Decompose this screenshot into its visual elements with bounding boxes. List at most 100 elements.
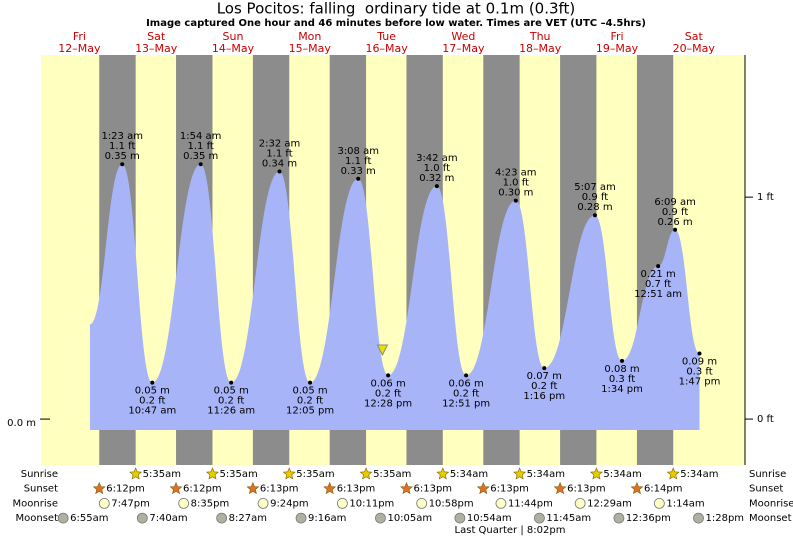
row-label: Moonrise bbox=[13, 498, 58, 509]
day-weekday: Wed bbox=[451, 30, 475, 43]
row-time: 5:34am bbox=[680, 469, 718, 480]
row-time: 6:13pm bbox=[490, 484, 529, 495]
moon-icon bbox=[295, 512, 307, 524]
moon-icon bbox=[416, 497, 428, 509]
tide-point bbox=[120, 162, 125, 167]
row-time: 6:13pm bbox=[260, 484, 299, 495]
tide-point bbox=[277, 169, 282, 174]
tide-point bbox=[150, 380, 155, 385]
sun-icon bbox=[246, 481, 260, 495]
row-time: 5:35am bbox=[373, 469, 411, 480]
tide-point bbox=[513, 198, 518, 203]
tide-label: 1.1 ft bbox=[188, 141, 214, 152]
moon-icon bbox=[98, 497, 110, 509]
y2-tick-label: 1 ft bbox=[757, 192, 774, 203]
row-time: 8:35pm bbox=[191, 498, 230, 509]
tide-label: 0.33 m bbox=[341, 166, 376, 177]
moon-icon bbox=[574, 497, 586, 509]
tide-label: 0.09 m bbox=[682, 357, 717, 368]
sun-icon bbox=[666, 467, 680, 480]
y-tick-label: 0.0 m bbox=[7, 418, 36, 429]
row-time: 6:13pm bbox=[337, 484, 376, 495]
tide-label: 1:47 pm bbox=[679, 377, 721, 388]
row-time: 12:29am bbox=[587, 498, 632, 509]
row-time: 5:34am bbox=[450, 469, 488, 480]
sun-icon bbox=[169, 481, 183, 495]
day-date: 19–May bbox=[596, 42, 639, 55]
day-weekday: Sun bbox=[223, 30, 244, 43]
day-weekday: Sat bbox=[147, 30, 166, 43]
tide-label: 1.0 ft bbox=[503, 178, 529, 189]
row-time: 8:27am bbox=[229, 513, 267, 524]
tide-label: 0.05 m bbox=[214, 386, 249, 397]
tide-point bbox=[697, 351, 702, 356]
tide-label: 0.7 ft bbox=[645, 279, 671, 290]
day-date: 16–May bbox=[365, 42, 408, 55]
row-time: 6:12pm bbox=[106, 484, 145, 495]
tide-label: 0.2 ft bbox=[453, 388, 479, 399]
tide-label: 0.2 ft bbox=[297, 396, 323, 407]
day-date: 17–May bbox=[442, 42, 485, 55]
day-date: 18–May bbox=[519, 42, 562, 55]
tide-label: 1:23 am bbox=[101, 131, 143, 142]
row-time: 10:11pm bbox=[349, 498, 394, 509]
tide-label: 4:23 am bbox=[495, 168, 537, 179]
tide-point bbox=[592, 213, 597, 218]
tide-label: 0.2 ft bbox=[139, 396, 165, 407]
sun-icon bbox=[323, 481, 337, 495]
tide-point bbox=[198, 162, 203, 167]
moon-icon bbox=[534, 512, 545, 524]
sun-icon bbox=[206, 467, 219, 480]
tide-label: 1.0 ft bbox=[424, 163, 450, 174]
row-time: 5:35am bbox=[296, 469, 334, 480]
tide-label: 1.1 ft bbox=[266, 149, 292, 160]
tide-point bbox=[542, 366, 547, 371]
row-time: 6:13pm bbox=[413, 484, 452, 495]
tide-label: 12:28 pm bbox=[364, 398, 412, 409]
tide-label: 0.35 m bbox=[105, 151, 140, 162]
row-label: Moonset bbox=[16, 513, 59, 524]
moon-icon bbox=[136, 512, 148, 524]
moon-icon bbox=[495, 497, 507, 509]
moon-phase: Last Quarter | 8:02pm bbox=[455, 525, 566, 536]
moon-icon bbox=[336, 497, 348, 509]
tide-label: 0.06 m bbox=[371, 378, 406, 389]
moon-icon bbox=[693, 512, 704, 524]
tide-label: 1.1 ft bbox=[345, 156, 371, 167]
row-time: 10:58pm bbox=[429, 498, 474, 509]
row-time: 7:47pm bbox=[111, 498, 150, 509]
y2-tick-label: 0 ft bbox=[757, 414, 774, 425]
tide-label: 0.05 m bbox=[292, 386, 327, 397]
row-label: Moonrise bbox=[749, 498, 793, 509]
row-label: Sunrise bbox=[21, 469, 58, 480]
tide-label: 1.1 ft bbox=[109, 141, 135, 152]
tide-label: 0.06 m bbox=[449, 378, 484, 389]
sun-icon bbox=[129, 467, 143, 480]
day-date: 15–May bbox=[289, 42, 332, 55]
tide-label: 0.2 ft bbox=[375, 388, 401, 399]
tide-label: 1:16 pm bbox=[523, 391, 565, 402]
day-date: 14–May bbox=[212, 42, 255, 55]
tide-label: 10:47 am bbox=[128, 406, 176, 417]
tide-point bbox=[464, 373, 469, 378]
sun-icon bbox=[400, 481, 413, 495]
day-weekday: Fri bbox=[73, 30, 86, 43]
tide-point bbox=[229, 380, 234, 385]
sun-icon bbox=[630, 481, 644, 495]
tide-label: 3:08 am bbox=[337, 146, 379, 157]
sun-icon bbox=[436, 467, 450, 480]
row-label: Sunset bbox=[24, 484, 58, 495]
tide-label: 0.34 m bbox=[262, 159, 297, 170]
row-time: 12:36pm bbox=[626, 513, 671, 524]
row-time: 6:12pm bbox=[183, 484, 222, 495]
now-marker bbox=[376, 344, 389, 357]
sun-icon bbox=[282, 467, 296, 480]
row-time: 6:55am bbox=[70, 513, 108, 524]
tide-label: 0.26 m bbox=[657, 217, 692, 228]
tide-label: 12:05 pm bbox=[286, 406, 334, 417]
tide-point bbox=[656, 264, 661, 269]
tide-area bbox=[89, 164, 700, 430]
moon-icon bbox=[613, 512, 625, 524]
moon-icon bbox=[178, 497, 190, 509]
